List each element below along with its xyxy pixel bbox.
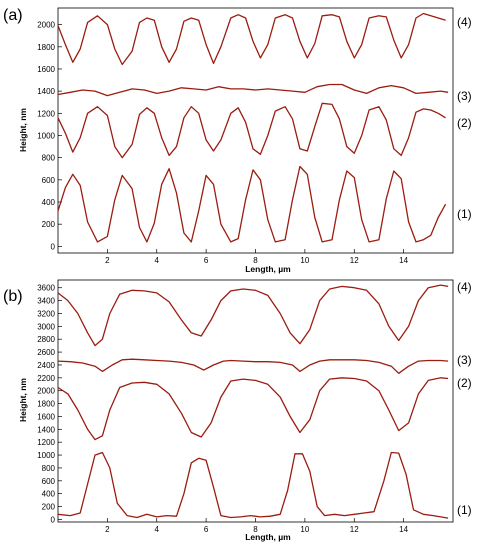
panel-a-plot-frame (57, 7, 454, 254)
panel-b-curve-label-2: (2) (457, 376, 472, 390)
panel-b-y-tick-label: 1400 (37, 425, 55, 434)
panel-b-xlabel: Length, µm (245, 532, 291, 542)
panel-b-y-tick-label: 1800 (37, 400, 55, 409)
panel-b-x-tick-label: 8 (253, 525, 258, 534)
panel-b-y-tick-label: 2600 (37, 348, 55, 357)
panel-b-y-tick-label: 600 (42, 477, 56, 486)
panel-a-series-3-line (57, 83, 449, 97)
panel-a-y-tick-label: 2000 (37, 21, 55, 30)
panel-a-chart: (a) 0 200 400 600 800 1000 1200 1400 1600 1800 200… (3, 7, 472, 274)
panel-a-y-tick-label: 200 (42, 220, 56, 229)
panel-b-series-4-line (57, 284, 449, 347)
panel-b-y-tick-label: 0 (51, 515, 56, 524)
panel-a-y-tick-label: 1000 (37, 131, 55, 140)
panel-b-x-ticks: 2 4 6 8 10 12 14 (105, 518, 409, 534)
panel-b-x-tick-label: 2 (105, 525, 110, 534)
panel-a-curve-label-2: (2) (457, 116, 472, 130)
panel-b-y-tick-label: 2200 (37, 374, 55, 383)
panel-a-y-tick-label: 800 (42, 154, 56, 163)
panel-b-curve-label-4: (4) (457, 280, 472, 294)
panel-b-ylabel: Height, nm (18, 378, 28, 422)
panel-b-series-1-line (57, 451, 449, 519)
panel-b-plot-frame (57, 279, 454, 523)
panel-b-y-tick-label: 2000 (37, 387, 55, 396)
panel-b-curve-label-3: (3) (457, 353, 472, 367)
panel-b-chart: (b) 0 200 400 600 800 1000 1200 1400 1600 1800 200… (3, 279, 472, 542)
panel-a-label: (a) (3, 7, 23, 24)
panel-b-y-tick-label: 200 (42, 503, 56, 512)
panel-a-series-4-line (57, 12, 446, 66)
panel-a-y-tick-label: 0 (51, 242, 56, 251)
panel-a-curves (57, 12, 449, 243)
panel-b-y-tick-label: 3600 (37, 284, 55, 293)
panel-a-y-tick-label: 1200 (37, 109, 55, 118)
panel-b-y-tick-label: 2400 (37, 361, 55, 370)
panel-b-y-tick-label: 3400 (37, 297, 55, 306)
panel-b-y-tick-label: 1200 (37, 438, 55, 447)
panel-a-ylabel: Height, nm (18, 108, 28, 152)
panel-b-y-tick-label: 400 (42, 490, 56, 499)
panel-a-series-2-line (57, 102, 446, 159)
panel-b-y-ticks: 0 200 400 600 800 1000 1200 1400 1600 1800 2000 220… (37, 284, 62, 524)
panel-a-x-tick-label: 12 (350, 256, 359, 265)
panel-b-x-tick-label: 10 (300, 525, 309, 534)
panel-a-y-tick-label: 1600 (37, 65, 55, 74)
panel-b-curves (57, 284, 449, 519)
panel-b-label: (b) (3, 288, 23, 305)
panel-a-y-tick-label: 1800 (37, 43, 55, 52)
panel-b-y-tick-label: 2800 (37, 335, 55, 344)
panel-a-y-tick-label: 400 (42, 198, 56, 207)
panel-a-y-tick-label: 600 (42, 176, 56, 185)
panel-b-series-2-line (57, 377, 449, 441)
panel-b-x-tick-label: 6 (204, 525, 209, 534)
panel-a-x-tick-label: 14 (399, 256, 408, 265)
panel-b-y-tick-label: 800 (42, 464, 56, 473)
panel-a-xlabel: Length, µm (245, 264, 291, 274)
panel-b-x-tick-label: 14 (399, 525, 408, 534)
panel-b-y-tick-label: 3000 (37, 322, 55, 331)
panel-a-y-tick-label: 1400 (37, 87, 55, 96)
panel-a-x-tick-label: 2 (105, 256, 110, 265)
panel-b-series-3-line (57, 358, 449, 374)
panel-a-x-tick-label: 4 (155, 256, 160, 265)
panel-a-x-tick-label: 8 (253, 256, 258, 265)
panel-b-curve-label-1: (1) (457, 503, 472, 517)
panel-b-y-tick-label: 1000 (37, 451, 55, 460)
panel-a-series-1-line (57, 165, 447, 243)
panel-b-x-tick-label: 4 (155, 525, 160, 534)
panel-a-x-tick-label: 10 (300, 256, 309, 265)
panel-a-curve-label-3: (3) (457, 89, 472, 103)
panel-b-x-tick-label: 12 (350, 525, 359, 534)
panel-a-curve-label-4: (4) (457, 15, 472, 29)
panel-b-y-tick-label: 3200 (37, 309, 55, 318)
panel-a-x-ticks: 2 4 6 8 10 12 14 (105, 249, 409, 265)
panel-b-y-tick-label: 1600 (37, 412, 55, 421)
panel-a-y-ticks: 0 200 400 600 800 1000 1200 1400 1600 1800 2000 (37, 21, 62, 251)
panel-a-curve-label-1: (1) (457, 207, 472, 221)
panel-a-x-tick-label: 6 (204, 256, 209, 265)
